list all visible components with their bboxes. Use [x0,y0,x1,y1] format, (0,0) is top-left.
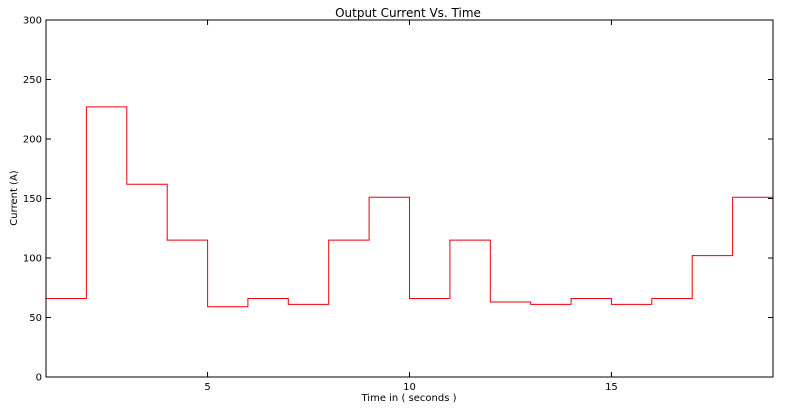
x-axis-label: Time in ( seconds ) [361,393,457,404]
y-tick-label: 250 [23,75,42,86]
x-axis: 5 10 15 [204,20,618,393]
x-tick-label: 5 [204,382,210,393]
y-tick-label: 150 [23,194,42,205]
y-axis-label: Current (A) [9,170,20,225]
chart-title: Output Current Vs. Time [335,6,481,20]
series-line-0 [46,106,774,308]
y-tick-label: 200 [23,135,42,146]
axes-frame [45,19,774,378]
y-tick-label: 100 [23,254,42,265]
x-tick-label: 15 [605,382,618,393]
y-tick-label: 0 [36,373,42,384]
y-axis: 0 50 100 150 200 250 300 [23,16,773,384]
plot-area [46,106,774,308]
y-tick-label: 300 [23,16,42,27]
y-tick-label: 50 [29,313,42,324]
x-tick-label: 10 [403,382,416,393]
